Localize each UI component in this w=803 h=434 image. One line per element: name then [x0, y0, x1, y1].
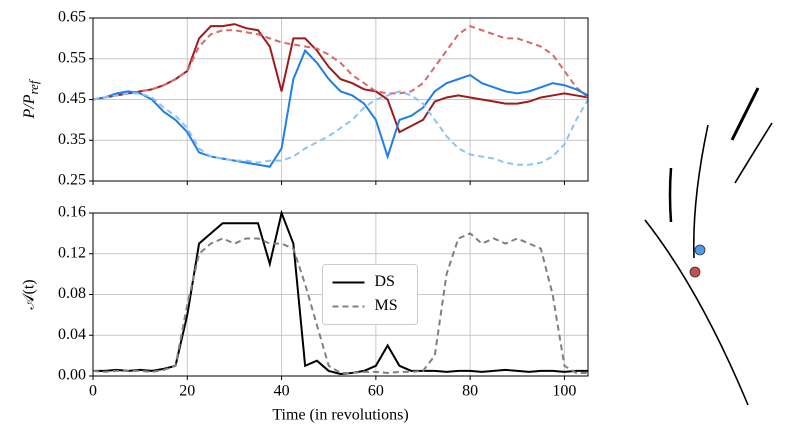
x-tick-label: 100: [552, 383, 576, 400]
series-line: [92, 23, 589, 134]
blade-diagram: [644, 87, 773, 406]
probe-point: [694, 244, 706, 256]
curve: [730, 87, 760, 141]
curve: [644, 219, 749, 406]
legend-label: DS: [375, 273, 395, 290]
y-tick-label: 0.00: [58, 367, 86, 384]
x-tick-label: 60: [368, 383, 384, 400]
curve: [692, 124, 709, 259]
y-tick-label: 0.08: [58, 285, 86, 302]
x-tick-label: 20: [179, 383, 195, 400]
x-tick-label: 80: [462, 383, 478, 400]
legend-label: MS: [375, 297, 398, 314]
y-tick-label: 0.12: [58, 244, 86, 261]
legend-box: [322, 264, 418, 325]
y-axis-label: P/Pref: [21, 78, 41, 119]
probe-point: [689, 266, 701, 278]
x-tick-label: 0: [89, 383, 97, 400]
y-tick-label: 0.04: [58, 326, 86, 343]
y-axis-label-main: P/P: [21, 94, 38, 119]
y-tick-label: 0.55: [58, 49, 86, 66]
y-axis-label: 𝒜(t): [21, 279, 38, 309]
y-tick-label: 0.45: [58, 90, 86, 107]
axes-frame: [92, 17, 589, 182]
y-tick-label: 0.35: [58, 131, 86, 148]
series-line: [92, 90, 589, 166]
y-tick-label: 0.25: [58, 172, 86, 189]
y-tick-label: 0.16: [58, 204, 86, 221]
curve: [668, 167, 673, 223]
series-line: [92, 48, 589, 168]
x-axis-label: Time (in revolutions): [272, 407, 408, 424]
axes-frame: [92, 212, 589, 377]
x-tick-label: 40: [274, 383, 290, 400]
series-line: [92, 25, 589, 101]
y-tick-label: 0.65: [58, 9, 86, 26]
curve: [734, 122, 773, 184]
y-axis-label-sub: ref: [26, 78, 41, 94]
series-line: [92, 232, 588, 374]
